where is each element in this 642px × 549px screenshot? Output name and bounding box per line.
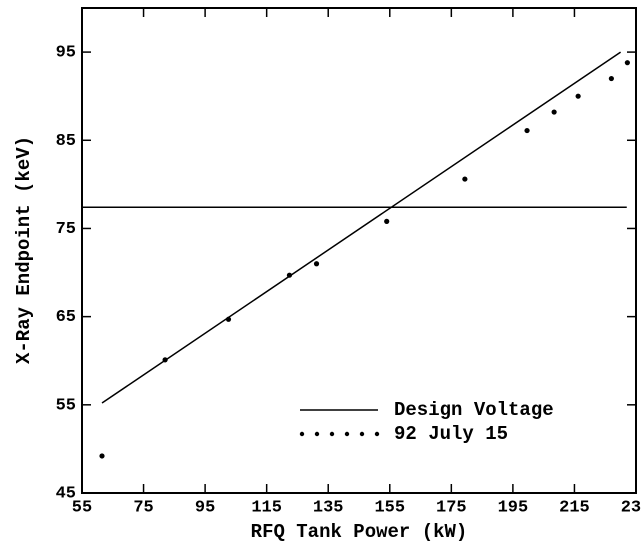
- data-point: [524, 127, 530, 134]
- y-axis-label: X-Ray Endpoint (keV): [13, 136, 35, 364]
- data-point: [384, 218, 390, 224]
- x-tick-label: 235: [621, 498, 642, 517]
- plot-frame: [81, 7, 637, 494]
- x-axis-label: RFQ Tank Power (kW): [251, 521, 468, 543]
- legend-dot: [299, 431, 305, 437]
- x-tick-label: 55: [72, 498, 92, 517]
- y-tick-label: 65: [56, 308, 76, 327]
- data-point: [313, 261, 320, 267]
- x-tick-label: 175: [436, 498, 467, 517]
- legend-label: 92 July 15: [394, 423, 508, 445]
- x-tick-label: 215: [559, 498, 590, 517]
- legend-dot: [329, 431, 335, 437]
- line: [101, 51, 622, 404]
- legend-dot: [374, 431, 380, 437]
- legend-label: Design Voltage: [394, 399, 554, 421]
- legend-dot: [314, 431, 320, 437]
- data-point: [624, 60, 630, 66]
- x-tick-label: 135: [313, 498, 344, 517]
- data-point: [575, 93, 581, 99]
- y-tick-label: 55: [56, 396, 76, 415]
- legend-dot: [344, 431, 350, 437]
- x-tick-label: 195: [498, 498, 529, 517]
- data-point: [99, 453, 105, 459]
- y-tick-label: 85: [56, 132, 76, 151]
- y-tick-label: 95: [56, 44, 76, 63]
- legend-dot: [359, 431, 365, 437]
- x-tick-label: 155: [374, 498, 405, 517]
- y-tick-label: 45: [56, 484, 76, 503]
- data-point: [551, 109, 557, 115]
- y-tick-label: 75: [56, 220, 76, 239]
- data-point: [608, 75, 614, 82]
- x-tick-label: 95: [195, 498, 215, 517]
- data-point: [462, 176, 468, 182]
- x-tick-label: 115: [251, 498, 282, 517]
- x-tick-label: 75: [133, 498, 153, 517]
